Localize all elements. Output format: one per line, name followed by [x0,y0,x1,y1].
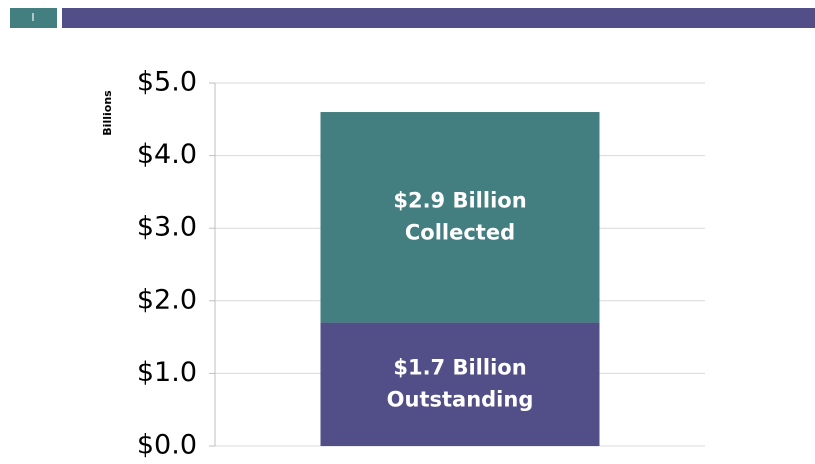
bar-segment [320,112,600,323]
bar-segment [320,322,600,446]
header-bar [62,8,815,28]
y-axis-label: Billions [101,90,114,136]
y-tick-label: $0.0 [137,430,197,461]
slide-number-badge [10,8,57,28]
y-tick-label: $4.0 [137,139,197,170]
segment-name-label: Outstanding [387,387,534,411]
y-tick-label: $1.0 [137,357,197,388]
slide-number: I [31,11,34,24]
segment-value-label: $1.7 Billion [393,355,526,379]
segment-value-label: $2.9 Billion [393,188,526,212]
segment-name-label: Collected [405,220,515,244]
y-tick-label: $5.0 [137,67,197,98]
y-tick-label: $3.0 [137,212,197,243]
y-tick-label: $2.0 [137,284,197,315]
